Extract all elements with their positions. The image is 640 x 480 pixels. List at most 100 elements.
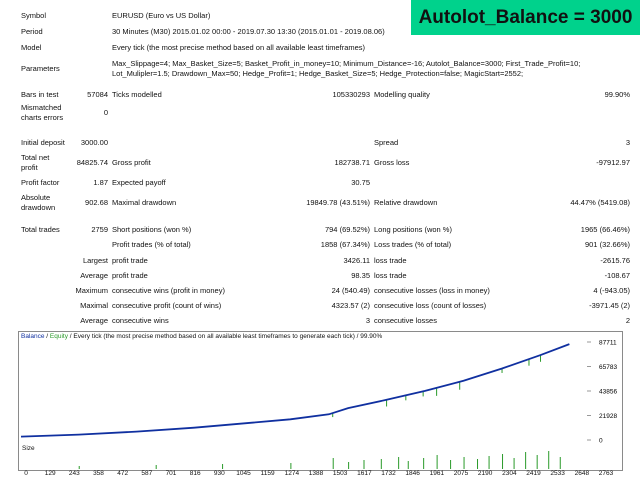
x-tick-label: 129 (44, 470, 56, 477)
symbol-label: Symbol (21, 11, 47, 20)
period-value: 30 Minutes (M30) 2015.01.02 00:00 - 2019… (112, 27, 385, 36)
largest-profit-trade-value: 3426.11 (343, 256, 370, 265)
balance-equity-chart: Balance / Equity / Every tick (the most … (18, 331, 623, 446)
model-value: Every tick (the most precise method base… (112, 43, 366, 52)
maximal-drawdown-value: 19849.78 (43.51%) (306, 198, 370, 207)
average-label: Average (80, 271, 108, 280)
short-positions-value: 794 (69.52%) (324, 225, 370, 234)
maximal-consecutive-profit-value: 4323.57 (2) (331, 301, 370, 310)
balance-line (20, 343, 570, 438)
size-bar (363, 460, 365, 469)
y-tick-label: 87711 (599, 340, 617, 347)
total-net-profit-label-line-2: profit (21, 163, 38, 172)
x-tick-label: 243 (68, 470, 80, 477)
max-consecutive-wins-value: 24 (540.49) (331, 286, 370, 295)
total-net-profit-value: 84825.74 (76, 158, 108, 167)
size-bar (423, 458, 425, 469)
expected-payoff-label: Expected payoff (112, 178, 166, 187)
x-tick-label: 2304 (502, 470, 517, 477)
profit-trades-value: 1858 (67.34%) (320, 240, 370, 249)
size-label: Size (22, 445, 35, 452)
size-bar (332, 458, 334, 469)
size-bar (222, 464, 224, 469)
profit-factor-label: Profit factor (21, 178, 60, 187)
x-tick-label: 2763 (598, 470, 614, 477)
max-consecutive-wins-label: consecutive wins (profit in money) (112, 286, 225, 295)
maximal-label: Maximal (80, 301, 108, 310)
average-consecutive-wins-value: 3 (365, 316, 370, 325)
maximal-consecutive-loss-value: -3971.45 (2) (589, 301, 630, 310)
initial-deposit-value: 3000.00 (80, 138, 108, 147)
spread-label: Spread (374, 138, 399, 147)
legend-equity: Equity (49, 333, 68, 340)
size-bar (502, 454, 504, 469)
largest-loss-trade-value: -2615.76 (600, 256, 630, 265)
y-tick-label: 0 (599, 438, 603, 445)
relative-drawdown-value: 44.47% (5419.08) (570, 198, 630, 207)
relative-drawdown-label: Relative drawdown (374, 198, 438, 207)
average-consecutive-wins-label: consecutive wins (112, 316, 169, 325)
max-consecutive-losses-value: 4 (-943.05) (593, 286, 630, 295)
ticks-modelled-label: Ticks modelled (112, 90, 162, 99)
total-trades-label: Total trades (21, 225, 60, 234)
gross-profit-label: Gross profit (112, 158, 151, 167)
x-tick-label: 1732 (381, 470, 396, 477)
legend-description: / Every tick (the most precise method ba… (68, 333, 383, 340)
size-bar (477, 459, 479, 469)
y-tick-label: 21928 (599, 413, 617, 420)
largest-loss-trade-label: loss trade (374, 256, 407, 265)
mismatched-label-line-1: Mismatched (21, 103, 62, 112)
legend-balance: Balance (21, 333, 45, 340)
symbol-value: EURUSD (Euro vs US Dollar) (112, 11, 211, 20)
modelling-quality-label: Modelling quality (374, 90, 430, 99)
maximum-label: Maximum (75, 286, 108, 295)
spread-value: 3 (625, 138, 630, 147)
x-tick-label: 1503 (332, 470, 348, 477)
size-bar (536, 455, 538, 469)
size-bar (488, 456, 490, 469)
max-consecutive-losses-label: consecutive losses (loss in money) (374, 286, 490, 295)
average-consecutive-label: Average (80, 316, 108, 325)
strategy-tester-report: Autolot_Balance = 3000 Symbol EURUSD (Eu… (21, 0, 640, 325)
largest-profit-trade-label: profit trade (112, 256, 148, 265)
size-bar (450, 460, 452, 469)
x-tick-label: 358 (93, 470, 104, 477)
x-tick-label: 701 (165, 470, 177, 477)
total-net-profit-label-line-1: Total net (21, 153, 50, 162)
x-tick-label: 2533 (550, 470, 565, 477)
size-bar (290, 463, 292, 469)
short-positions-label: Short positions (won %) (112, 225, 192, 234)
size-bar (78, 466, 80, 469)
autolot-balance-banner: Autolot_Balance = 3000 (411, 0, 640, 35)
size-bar (407, 461, 409, 469)
expected-payoff-value: 30.75 (351, 178, 370, 187)
chart-legend: Balance / Equity / Every tick (the most … (21, 333, 382, 340)
average-loss-trade-value: -108.67 (604, 271, 630, 280)
x-tick-label: 1846 (405, 470, 420, 477)
size-bar (398, 457, 400, 469)
parameters-line-1: Max_Slippage=4; Max_Basket_Size=5; Baske… (112, 59, 581, 68)
modelling-quality-value: 99.90% (604, 90, 630, 99)
initial-deposit-label: Initial deposit (21, 138, 65, 147)
largest-label: Largest (82, 256, 108, 265)
x-tick-label: 0 (24, 470, 28, 477)
x-tick-label: 2075 (453, 470, 469, 477)
gross-loss-value: -97912.97 (596, 158, 630, 167)
size-bar (559, 457, 561, 469)
x-tick-label: 1388 (308, 470, 324, 477)
gross-loss-label: Gross loss (374, 158, 410, 167)
x-tick-label: 816 (189, 470, 201, 477)
maximal-consecutive-loss-label: consecutive loss (count of losses) (374, 301, 487, 310)
long-positions-value: 1965 (66.46%) (580, 225, 630, 234)
x-tick-label: 1617 (357, 470, 372, 477)
x-tick-label: 1159 (260, 470, 275, 477)
size-bar (348, 462, 350, 469)
maximal-consecutive-profit-label: consecutive profit (count of wins) (112, 301, 222, 310)
ticks-modelled-value: 105330293 (332, 90, 370, 99)
bars-in-test-value: 57084 (87, 90, 108, 99)
x-tick-label: 1045 (236, 470, 251, 477)
x-tick-label: 2419 (526, 470, 541, 477)
gross-profit-value: 182738.71 (334, 158, 370, 167)
y-tick-label: 43856 (599, 388, 617, 395)
size-bar (436, 455, 438, 469)
